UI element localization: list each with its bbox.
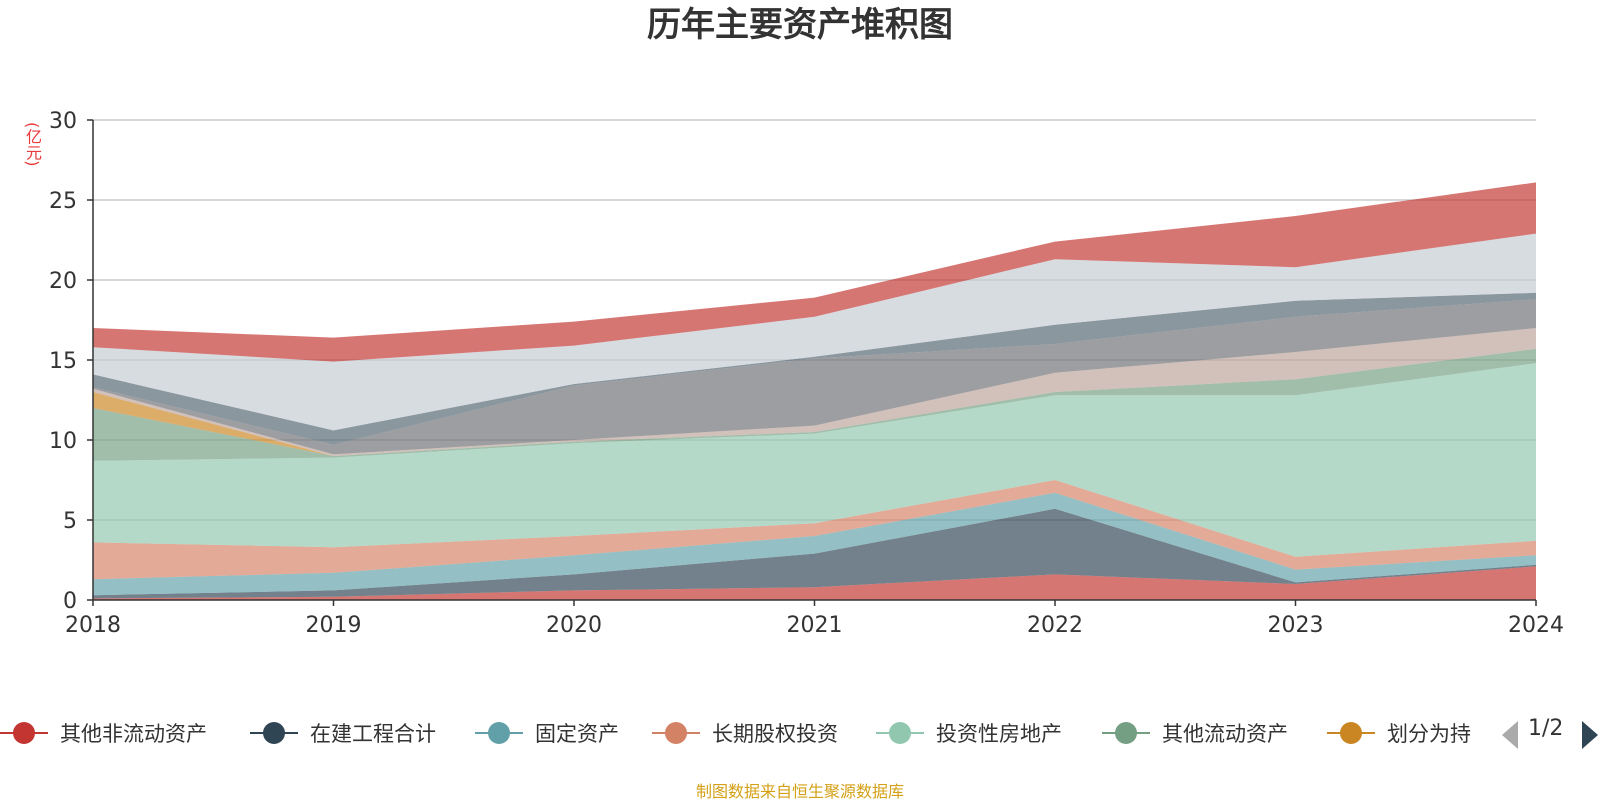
y-tick-label-1: 5 [63, 509, 77, 534]
chart-title: 历年主要资产堆积图 [647, 5, 953, 45]
y-tick-label-6: 30 [49, 109, 77, 134]
area-series-11 [93, 233, 1536, 431]
legend-item-5[interactable]: 投资性房地产 [876, 708, 1062, 758]
legend-label: 固定资产 [535, 722, 619, 746]
legend-label: 投资性房地产 [936, 722, 1062, 746]
y-tick-label-0: 0 [63, 589, 77, 614]
x-tick-label-2023: 2023 [1268, 613, 1324, 638]
legend-item-1[interactable]: 其他非流动资产 [0, 708, 207, 758]
legend-next-page-icon[interactable] [1582, 721, 1598, 749]
area-series-8 [93, 328, 1536, 456]
axis-layer: 0 5 10 15 20 25 30 2018 2019 2020 2021 2022 2023 2024 [49, 109, 1564, 638]
legend-label: 其他流动资产 [1162, 722, 1288, 746]
y-tick-label-4: 20 [49, 269, 77, 294]
x-tick-label-2022: 2022 [1027, 613, 1083, 638]
area-series-9 [93, 299, 1536, 455]
x-tick-label-2021: 2021 [787, 613, 843, 638]
legend-marker-icon [0, 721, 48, 745]
legend-label: 其他非流动资产 [60, 722, 207, 746]
legend-label: 在建工程合计 [310, 722, 436, 746]
legend: 其他非流动资产 在建工程合计 固定资产 长期股权投资 投资性房地产 其他流动资产 划分为持 [0, 708, 1600, 758]
legend-label: 划分为持 [1387, 722, 1471, 746]
y-tick-label-3: 15 [49, 349, 77, 374]
area-series-1 [93, 566, 1536, 600]
legend-item-7[interactable]: 划分为持 [1327, 708, 1471, 758]
legend-item-4[interactable]: 长期股权投资 [652, 708, 838, 758]
area-series-4 [93, 480, 1536, 580]
y-axis-unit-label: (亿元) [23, 122, 42, 167]
area-series-3 [93, 492, 1536, 596]
legend-page-indicator: 1/2 [1528, 716, 1564, 741]
legend-marker-icon [1327, 721, 1375, 745]
legend-marker-icon [876, 721, 924, 745]
legend-item-2[interactable]: 在建工程合计 [250, 708, 436, 758]
legend-item-6[interactable]: 其他流动资产 [1102, 708, 1288, 758]
legend-marker-icon [1102, 721, 1150, 745]
legend-marker-icon [250, 721, 298, 745]
source-note: 制图数据来自恒生聚源数据库 [695, 782, 904, 801]
y-tick-label-5: 25 [49, 189, 77, 214]
stacked-area-chart: 0 5 10 15 20 25 30 2018 2019 2020 2021 2022 2023 2024 [49, 109, 1564, 638]
legend-prev-page-icon[interactable] [1502, 721, 1518, 749]
legend-marker-icon [652, 721, 700, 745]
area-layer [93, 182, 1536, 600]
area-series-10 [93, 292, 1536, 445]
legend-marker-icon [475, 721, 523, 745]
area-series-6 [93, 348, 1536, 461]
legend-item-3[interactable]: 固定资产 [475, 708, 619, 758]
y-tick-label-2: 10 [49, 429, 77, 454]
x-tick-label-2019: 2019 [306, 613, 362, 638]
x-tick-label-2018: 2018 [65, 613, 121, 638]
x-tick-label-2020: 2020 [546, 613, 602, 638]
area-series-12 [93, 182, 1536, 362]
legend-label: 长期股权投资 [712, 722, 838, 746]
x-tick-label-2024: 2024 [1508, 613, 1564, 638]
area-series-5 [93, 363, 1536, 557]
